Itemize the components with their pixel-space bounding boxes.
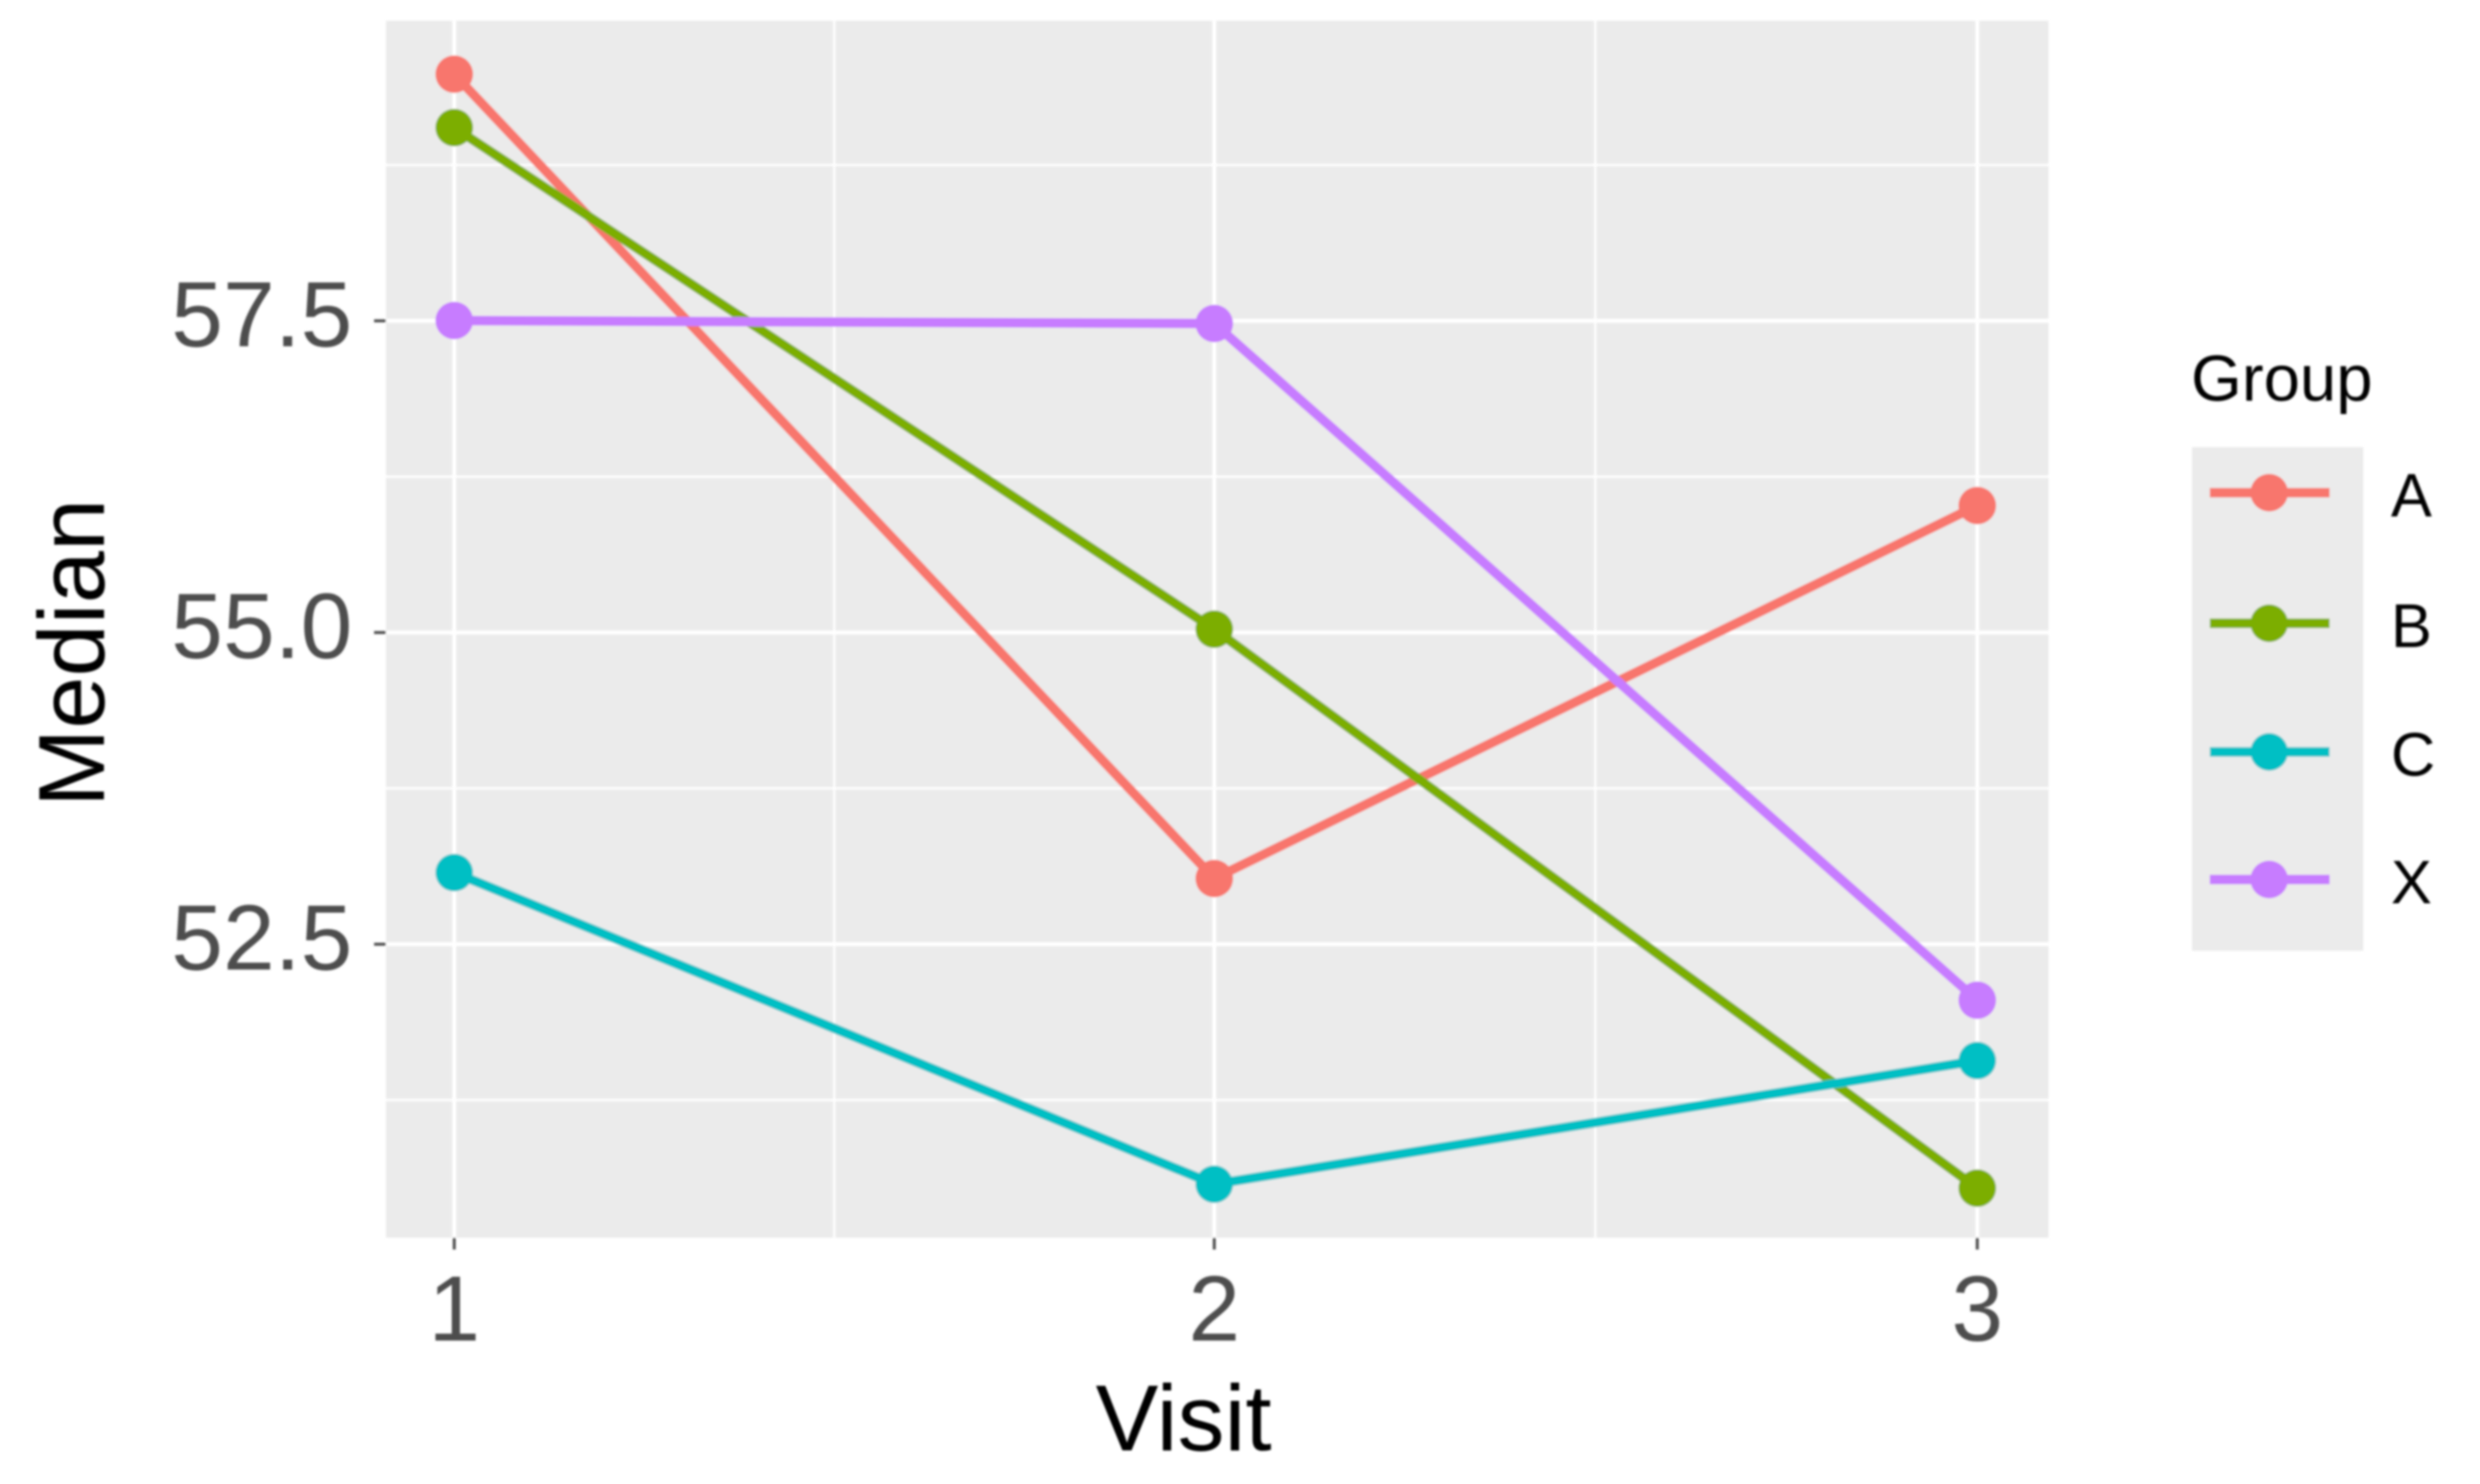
svg-text:Median: Median — [20, 499, 125, 807]
svg-text:Visit: Visit — [1096, 1366, 1272, 1471]
svg-text:55.0: 55.0 — [171, 574, 352, 678]
svg-text:C: C — [2391, 721, 2435, 789]
svg-text:X: X — [2391, 849, 2432, 917]
svg-text:B: B — [2391, 593, 2432, 661]
svg-text:Group: Group — [2191, 341, 2372, 415]
svg-text:57.5: 57.5 — [171, 262, 352, 366]
svg-text:1: 1 — [429, 1256, 480, 1360]
svg-text:52.5: 52.5 — [171, 885, 352, 989]
svg-text:A: A — [2391, 462, 2432, 530]
svg-text:3: 3 — [1952, 1256, 2003, 1360]
svg-text:2: 2 — [1189, 1256, 1240, 1360]
